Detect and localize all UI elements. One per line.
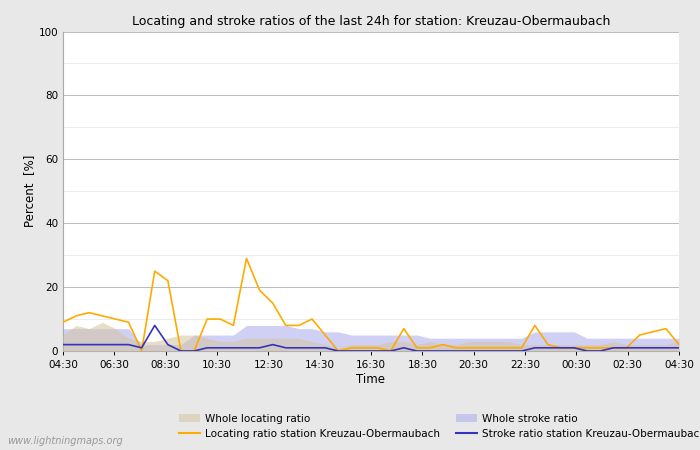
Text: www.lightningmaps.org: www.lightningmaps.org (7, 436, 122, 446)
Y-axis label: Percent  [%]: Percent [%] (22, 155, 36, 227)
Legend: Whole locating ratio, Locating ratio station Kreuzau-Obermaubach, Whole stroke r: Whole locating ratio, Locating ratio sta… (179, 414, 700, 439)
Title: Locating and stroke ratios of the last 24h for station: Kreuzau-Obermaubach: Locating and stroke ratios of the last 2… (132, 14, 610, 27)
X-axis label: Time: Time (356, 373, 386, 386)
